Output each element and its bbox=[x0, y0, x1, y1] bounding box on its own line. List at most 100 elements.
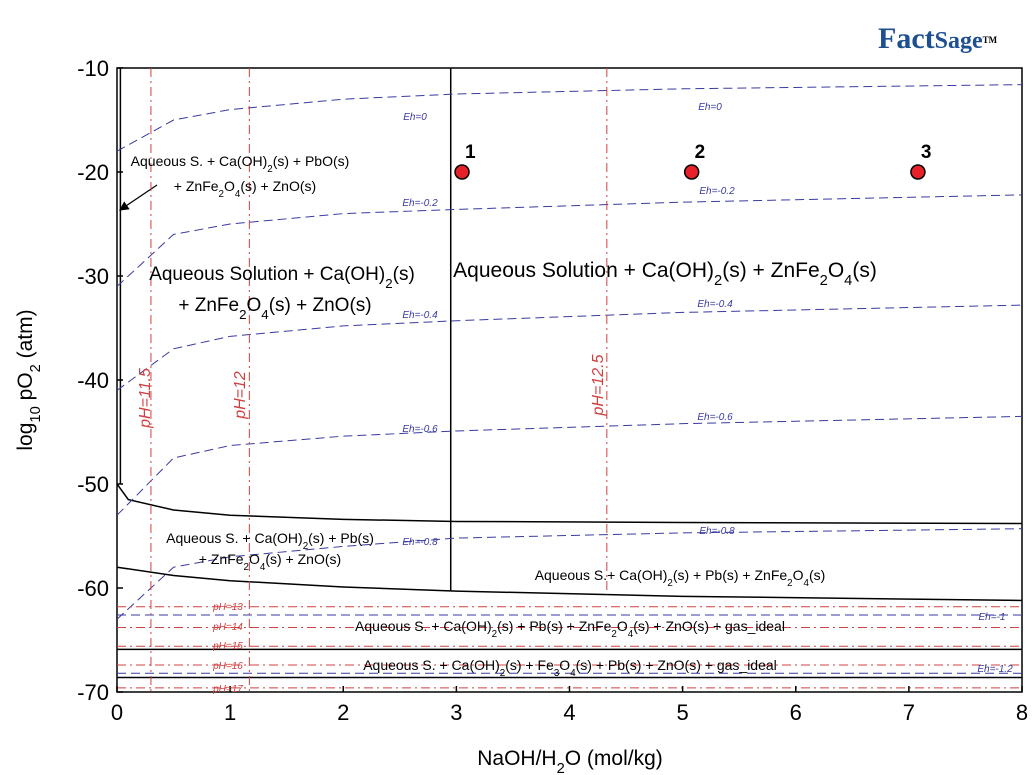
region-label-part: 2 bbox=[611, 629, 616, 640]
region-label-part: (s) + ZnO(s) bbox=[265, 551, 341, 567]
line-label: Eh=-0.4 bbox=[697, 299, 733, 310]
region-label: Aqueous Solution + Ca(OH)2(s) + ZnFe2O4(… bbox=[453, 259, 877, 289]
y-tick-label: -30 bbox=[77, 264, 109, 289]
region-label-part: (s) bbox=[393, 264, 415, 285]
y-axis-label-part: 2 bbox=[28, 364, 44, 372]
region-label: Aqueous S. + Ca(OH)2(s) + Pb(s) + ZnFe2O… bbox=[355, 618, 785, 640]
line-label: Eh=0 bbox=[403, 112, 427, 123]
line-label: pH=15 bbox=[212, 641, 243, 652]
region-label-part: 2 bbox=[244, 562, 249, 573]
line-label: Eh=-1 bbox=[979, 612, 1006, 623]
x-tick-label: 7 bbox=[903, 700, 915, 725]
region-label-part: 4 bbox=[844, 273, 852, 289]
line-label: Eh=-0.2 bbox=[699, 186, 735, 197]
region-label-part: 4 bbox=[628, 629, 634, 640]
region-label-part: O bbox=[559, 657, 570, 673]
line-label: pH=14 bbox=[212, 622, 243, 633]
region-label-part: 2 bbox=[303, 541, 308, 552]
region-label: Aqueous Solution + Ca(OH)2(s) bbox=[149, 264, 415, 291]
region-label-part: + ZnFe bbox=[174, 178, 219, 194]
region-label-part: (s) + ZnO(s) + gas_ideal bbox=[633, 618, 785, 634]
region-label-part: 2 bbox=[219, 189, 224, 200]
line-label: Eh=0 bbox=[698, 102, 722, 113]
line-label: Eh=-0.8 bbox=[699, 526, 735, 537]
x-axis-label: NaOH/H2O (mol/kg) bbox=[477, 747, 663, 775]
point-label: 2 bbox=[695, 142, 706, 163]
point bbox=[454, 164, 470, 180]
region-label: + ZnFe2O4(s) + ZnO(s) bbox=[199, 551, 341, 573]
line-label: pH=17 bbox=[212, 684, 243, 695]
region-label-part: O bbox=[617, 618, 628, 634]
logo-part: TM bbox=[983, 35, 998, 45]
phase-boundary bbox=[117, 483, 1022, 525]
iso-line bbox=[117, 304, 1022, 391]
y-axis-label-part: (atm) bbox=[14, 309, 37, 364]
y-tick-label: -50 bbox=[77, 472, 109, 497]
region-label-part: + ZnFe bbox=[199, 551, 244, 567]
region-label-part: 2 bbox=[820, 273, 828, 289]
line-label: Eh=-0.8 bbox=[402, 537, 438, 548]
annotation-arrow bbox=[119, 184, 158, 211]
region-label: Aqueous S. + Ca(OH)2(s) + PbO(s) bbox=[131, 153, 350, 175]
region-label-part: 2 bbox=[385, 276, 392, 291]
line-label: pH=12 bbox=[232, 371, 249, 420]
region-label: Aqueous S. + Ca(OH)2(s) + Pb(s) bbox=[166, 530, 374, 552]
y-tick-label: -60 bbox=[77, 576, 109, 601]
point-label: 3 bbox=[921, 142, 932, 163]
region-label-part: (s) + Pb(s) bbox=[308, 530, 374, 546]
line-label: pH=13 bbox=[212, 602, 243, 613]
iso-line bbox=[117, 194, 1022, 287]
x-axis-label-part: 2 bbox=[557, 761, 565, 775]
region-label-part: (s) + Pb(s) + ZnO(s) + gas_ideal bbox=[576, 657, 777, 673]
logo-part: Fact bbox=[878, 22, 935, 55]
point bbox=[910, 164, 926, 180]
region-label-part: Aqueous S. + Ca(OH) bbox=[166, 530, 303, 546]
region-label-part: O bbox=[247, 295, 262, 316]
region-label-part: 2 bbox=[667, 578, 672, 589]
line-label: Eh=-0.6 bbox=[697, 412, 733, 423]
region-label-part: 2 bbox=[787, 578, 792, 589]
x-tick-label: 8 bbox=[1016, 700, 1028, 725]
line-label: pH=12.5 bbox=[590, 354, 607, 416]
region-label-part: Aqueous S. + Ca(OH) bbox=[355, 618, 492, 634]
region-label-part: Aqueous S. + Ca(OH) bbox=[363, 657, 500, 673]
line-label: pH=11.5 bbox=[137, 368, 154, 429]
region-label-part: O bbox=[249, 551, 260, 567]
region-label-part: 2 bbox=[267, 164, 272, 175]
region-label-part: (s) + PbO(s) bbox=[273, 153, 350, 169]
region-label-part: 4 bbox=[261, 307, 268, 322]
region-label-part: Aqueous S. + Ca(OH) bbox=[131, 153, 268, 169]
region-label-part: (s) + Pb(s) + ZnFe bbox=[673, 567, 788, 583]
point-label: 1 bbox=[465, 142, 476, 163]
line-label: Eh=-1.2 bbox=[977, 664, 1013, 675]
x-tick-label: 1 bbox=[224, 700, 236, 725]
y-axis-label-part: log bbox=[14, 423, 37, 451]
iso-line bbox=[117, 84, 1022, 152]
region-label: Aqueous S. + Ca(OH)2(s) + Fe3O4(s) + Pb(… bbox=[363, 657, 777, 679]
region-label-part: O bbox=[793, 567, 804, 583]
region-label-part: Aqueous Solution + Ca(OH) bbox=[149, 264, 385, 285]
line-label: Eh=-0.4 bbox=[402, 310, 438, 321]
y-axis-label: log10 pO2 (atm) bbox=[14, 309, 44, 450]
region-label-part: 2 bbox=[492, 629, 497, 640]
region-label-part: (s) + ZnO(s) bbox=[269, 295, 372, 316]
region-label-part: 4 bbox=[235, 189, 241, 200]
region-label-part: 2 bbox=[500, 668, 505, 679]
line-label: pH=16 bbox=[212, 661, 243, 672]
region-label-part: (s) bbox=[852, 259, 877, 282]
region-label-part: (s) bbox=[809, 567, 825, 583]
region-label-part: O bbox=[224, 178, 235, 194]
region-label-part: + ZnFe bbox=[178, 295, 239, 316]
x-tick-label: 0 bbox=[111, 700, 123, 725]
iso-line bbox=[117, 528, 1022, 620]
y-tick-label: -20 bbox=[77, 160, 109, 185]
x-tick-label: 2 bbox=[337, 700, 349, 725]
region-label: + ZnFe2O4(s) + ZnO(s) bbox=[178, 295, 371, 322]
x-axis-label-part: O (mol/kg) bbox=[565, 747, 663, 770]
y-tick-label: -40 bbox=[77, 368, 109, 393]
x-tick-label: 5 bbox=[677, 700, 689, 725]
iso-line bbox=[117, 415, 1022, 516]
region-label: + ZnFe2O4(s) + ZnO(s) bbox=[174, 178, 316, 200]
phase-boundary bbox=[117, 566, 1022, 602]
